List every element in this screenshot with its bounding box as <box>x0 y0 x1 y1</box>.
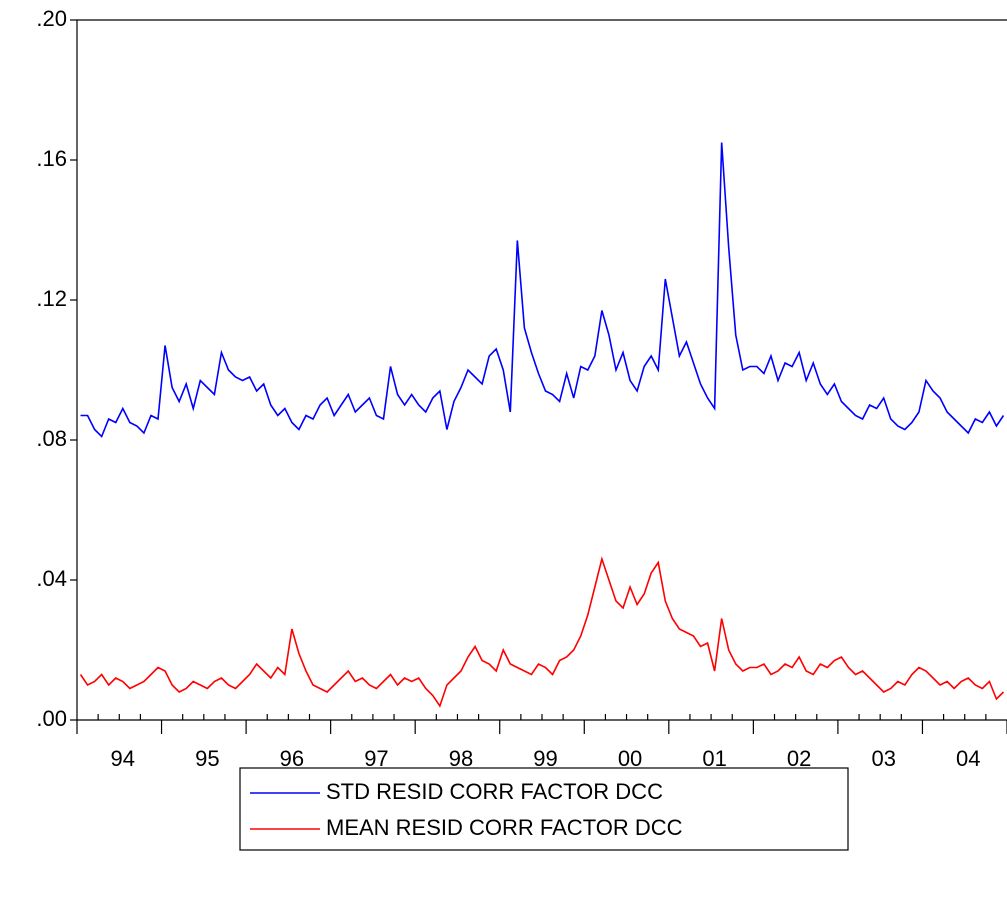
x-tick-label: 94 <box>111 746 135 771</box>
x-tick-label: 04 <box>956 746 980 771</box>
legend-label: STD RESID CORR FACTOR DCC <box>326 779 663 804</box>
legend-label: MEAN RESID CORR FACTOR DCC <box>326 815 683 840</box>
series-line <box>79 556 1005 708</box>
y-tick-label: .20 <box>36 6 67 31</box>
y-tick-label: .16 <box>36 146 67 171</box>
legend <box>239 767 849 851</box>
plot-frame <box>76 19 1007 720</box>
x-tick-label: 98 <box>449 746 473 771</box>
y-tick-label: .12 <box>36 286 67 311</box>
x-tick-label: 02 <box>787 746 811 771</box>
y-tick-label: .00 <box>36 706 67 731</box>
x-tick-label: 03 <box>871 746 895 771</box>
x-tick-label: 96 <box>280 746 304 771</box>
x-tick-label: 01 <box>702 746 726 771</box>
series-line <box>80 142 1005 438</box>
x-tick-label: 95 <box>195 746 219 771</box>
y-tick-label: .04 <box>36 566 67 591</box>
x-tick-label: 00 <box>618 746 642 771</box>
x-tick-label: 97 <box>364 746 388 771</box>
x-tick-label: 99 <box>533 746 557 771</box>
y-tick-label: .08 <box>36 426 67 451</box>
